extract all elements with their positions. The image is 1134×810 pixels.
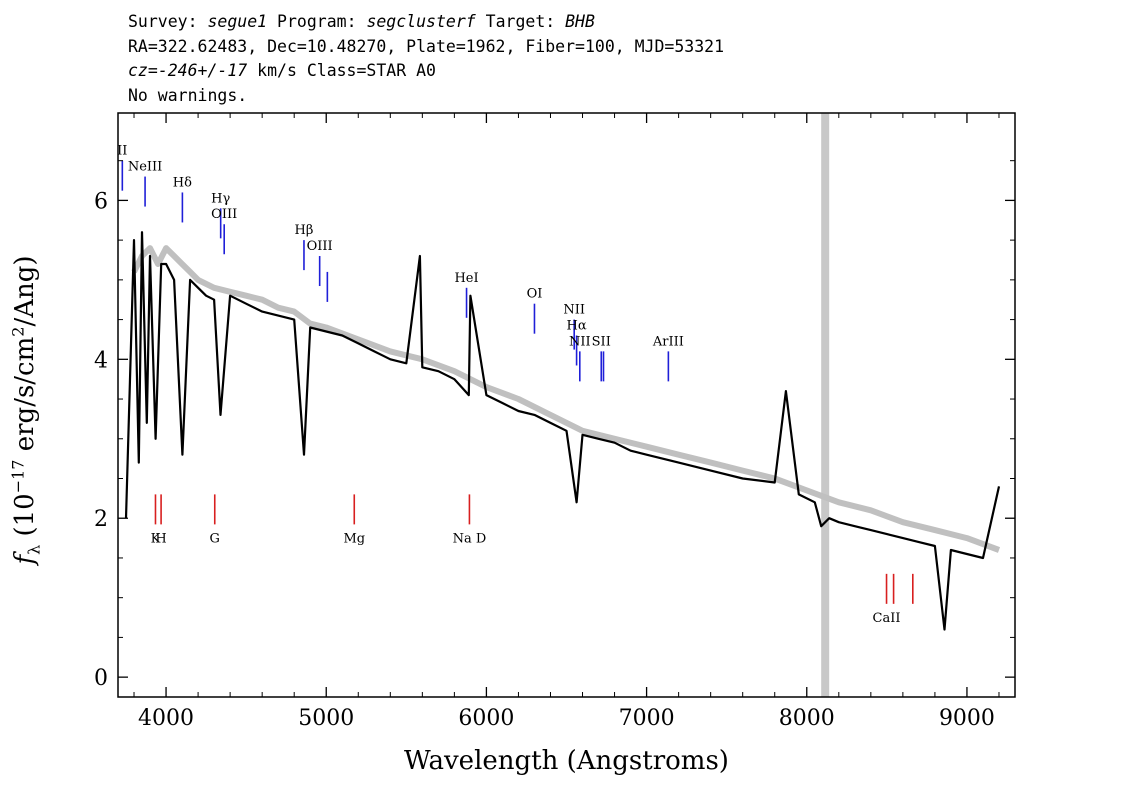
x-axis-label: Wavelength (Angstroms): [404, 746, 729, 776]
y-tick-label: 4: [94, 348, 108, 373]
emission-line-label: ArIII: [652, 334, 684, 349]
y-axis-subscript: λ: [24, 544, 44, 555]
y-axis-area-exponent: 2: [8, 326, 28, 337]
absorption-line-label: K: [151, 531, 161, 546]
emission-line-label: OI: [527, 287, 543, 302]
emission-line-label: NII: [563, 303, 585, 318]
program-label: Program:: [267, 12, 367, 31]
cz-label: cz=: [128, 61, 158, 80]
program-value: segclusterf: [366, 12, 476, 31]
x-tick-label: 6000: [458, 706, 514, 731]
x-tick-label: 8000: [779, 706, 835, 731]
y-axis-exponent: −17: [8, 459, 28, 494]
survey-value: segue1: [207, 12, 268, 31]
emission-line-label: Hγ: [211, 191, 230, 206]
plot-background: [821, 113, 830, 697]
x-tick-label: 5000: [298, 706, 354, 731]
model-line: [124, 231, 1001, 631]
header-line-1: Survey: segue1 Program: segclusterf Targ…: [128, 10, 724, 35]
header-line-4: No warnings.: [128, 85, 248, 105]
header-line-3: cz=-246+/-17 km/s Class=STAR A0: [128, 59, 724, 84]
emission-line-label: NeIII: [128, 160, 162, 175]
emission-line-label: HeI: [454, 271, 478, 286]
axes: 4000 5000 6000 7000 8000 9000 0 2 4 6: [94, 113, 1015, 731]
emission-line-label: SII: [592, 334, 611, 349]
spectrum-header: Survey: segue1 Program: segclusterf Targ…: [128, 10, 724, 108]
emission-line-label: Hβ: [295, 223, 314, 238]
class-info: km/s Class=STAR A0: [247, 61, 436, 80]
absorption-line-label: Mg: [343, 531, 365, 546]
y-tick-label: 2: [94, 507, 108, 532]
x-tick-label: 7000: [619, 706, 675, 731]
emission-line-label: Hδ: [173, 175, 192, 190]
y-tick-label: 6: [94, 189, 108, 214]
model-series: [124, 231, 1001, 631]
absorption-line-label: G: [210, 531, 220, 546]
cz-value: -246+/-17: [157, 61, 248, 80]
emission-line-label: II: [117, 144, 127, 159]
absorption-line-label: Na D: [453, 531, 487, 546]
emission-line-label: OIII: [211, 207, 237, 222]
emission-line-label: OIII: [307, 239, 333, 254]
flux-line: [131, 245, 1001, 553]
target-value: BHB: [565, 12, 595, 31]
emission-line-label: NII: [569, 334, 591, 349]
plot-frame: [117, 112, 1016, 698]
x-tick-label: 9000: [939, 706, 995, 731]
y-tick-label: 0: [94, 666, 108, 691]
target-label: Target:: [475, 12, 566, 31]
survey-label: Survey:: [128, 12, 208, 31]
flux-series: [131, 245, 1001, 553]
absorption-line-label: CaII: [873, 611, 901, 626]
emission-line-label: Hα: [567, 318, 587, 333]
absorption-line-label: H: [155, 531, 166, 546]
masked-region: [821, 113, 830, 697]
x-tick-label: 4000: [138, 706, 194, 731]
y-axis-symbol: f: [10, 554, 41, 565]
header-line-2: RA=322.62483, Dec=10.48270, Plate=1962, …: [128, 36, 725, 56]
